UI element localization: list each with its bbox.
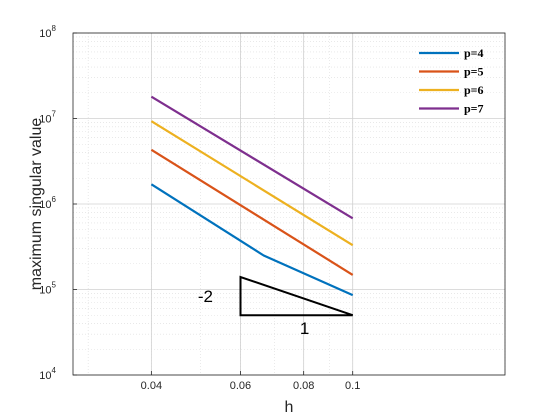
x-tick-label: 0.1 xyxy=(345,380,360,392)
slope-triangle: -2 1 xyxy=(198,275,354,338)
ticks: 0.04 0.06 0.08 0.1 104 105 106 107 108 xyxy=(39,24,360,392)
legend-label-p=7: p=7 xyxy=(464,102,484,116)
y-tick-label: 107 xyxy=(39,110,56,126)
slope-triangle-outline xyxy=(239,275,354,317)
y-tick-label: 105 xyxy=(39,281,56,297)
legend: p=4 p=5 p=6 p=7 xyxy=(419,46,484,116)
series-layer xyxy=(150,95,354,297)
y-tick-label: 108 xyxy=(39,24,56,40)
x-tick-label: 0.08 xyxy=(293,380,314,392)
legend-label-p=6: p=6 xyxy=(464,83,484,97)
series-line-p=4 xyxy=(150,183,354,297)
slope-vertical-label: -2 xyxy=(198,287,213,306)
series-line-p=5 xyxy=(150,148,354,276)
slope-horizontal-label: 1 xyxy=(300,319,309,338)
x-tick-label: 0.04 xyxy=(141,380,162,392)
x-tick-label: 0.06 xyxy=(230,380,251,392)
x-axis-label: h xyxy=(285,399,294,416)
legend-label-p=4: p=4 xyxy=(464,46,484,60)
series-line-p=7 xyxy=(150,95,354,220)
series-line-p=6 xyxy=(150,120,354,247)
y-tick-label: 106 xyxy=(39,195,56,211)
y-axis-label: maximum singular value xyxy=(28,118,45,291)
y-tick-label: 104 xyxy=(39,366,56,382)
legend-label-p=5: p=5 xyxy=(464,65,484,79)
